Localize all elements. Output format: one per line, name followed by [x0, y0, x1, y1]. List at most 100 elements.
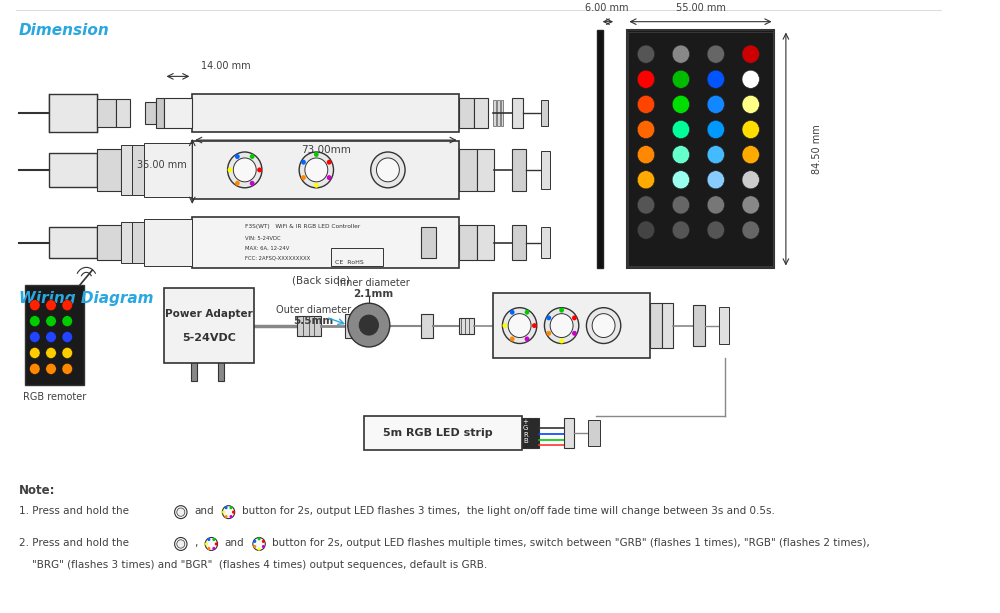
Circle shape — [46, 300, 56, 311]
Text: Wiring Diagram: Wiring Diagram — [19, 291, 153, 306]
Bar — [80, 99, 85, 127]
Circle shape — [225, 515, 228, 518]
Circle shape — [253, 545, 256, 548]
Circle shape — [62, 348, 72, 359]
Circle shape — [707, 146, 724, 164]
Bar — [522, 417, 539, 449]
Text: 5.5mm: 5.5mm — [293, 316, 334, 326]
Bar — [49, 153, 97, 187]
Bar — [474, 98, 488, 128]
Circle shape — [592, 314, 615, 338]
Circle shape — [672, 96, 690, 113]
Circle shape — [30, 348, 40, 359]
Circle shape — [371, 152, 405, 188]
Text: 6.00 mm: 6.00 mm — [585, 2, 628, 13]
Bar — [345, 314, 353, 338]
Bar — [25, 285, 84, 385]
Text: G: G — [523, 425, 528, 431]
Circle shape — [559, 338, 564, 343]
Circle shape — [177, 508, 185, 516]
Bar — [145, 102, 156, 124]
Bar — [49, 99, 55, 127]
Text: Note:: Note: — [19, 484, 55, 497]
Circle shape — [742, 96, 759, 113]
Circle shape — [742, 146, 759, 164]
Circle shape — [299, 152, 334, 188]
Circle shape — [742, 221, 759, 239]
Text: 14.00 mm: 14.00 mm — [201, 61, 250, 72]
Circle shape — [672, 171, 690, 189]
Circle shape — [62, 332, 72, 343]
Circle shape — [205, 538, 218, 550]
Circle shape — [546, 316, 551, 321]
Circle shape — [742, 171, 759, 189]
Circle shape — [262, 545, 265, 548]
Bar — [597, 29, 603, 268]
Circle shape — [637, 45, 655, 63]
Circle shape — [637, 171, 655, 189]
Text: FCC: 2AFSQ-XXXXXXXXX: FCC: 2AFSQ-XXXXXXXXX — [245, 256, 310, 261]
Circle shape — [546, 331, 551, 336]
Text: B: B — [523, 438, 528, 444]
Circle shape — [258, 537, 261, 541]
Text: and: and — [225, 538, 244, 548]
Circle shape — [559, 308, 564, 313]
Bar — [64, 99, 70, 127]
Circle shape — [229, 515, 233, 518]
Circle shape — [250, 181, 255, 186]
Circle shape — [637, 196, 655, 214]
Bar — [512, 98, 523, 128]
Bar — [191, 361, 197, 381]
Circle shape — [253, 540, 256, 543]
Bar — [297, 316, 321, 335]
Text: RGB remoter: RGB remoter — [23, 392, 86, 402]
Bar — [192, 216, 459, 268]
Circle shape — [742, 70, 759, 88]
Bar — [662, 303, 673, 348]
Text: (Back side): (Back side) — [292, 275, 350, 285]
Circle shape — [327, 175, 332, 180]
Circle shape — [232, 511, 235, 514]
Circle shape — [30, 300, 40, 311]
Text: F3S(WT)   WiFi & IR RGB LED Controller: F3S(WT) WiFi & IR RGB LED Controller — [245, 224, 360, 229]
Circle shape — [510, 310, 515, 314]
Bar — [497, 101, 500, 126]
Circle shape — [359, 315, 378, 335]
Circle shape — [258, 547, 261, 550]
Circle shape — [637, 96, 655, 113]
Bar — [364, 416, 522, 451]
Circle shape — [637, 146, 655, 164]
Circle shape — [327, 160, 332, 165]
Text: 2. Press and hold the: 2. Press and hold the — [19, 538, 129, 548]
Bar — [144, 143, 192, 197]
Bar — [459, 149, 477, 191]
Circle shape — [262, 540, 265, 543]
Circle shape — [215, 543, 218, 546]
Circle shape — [672, 45, 690, 63]
Text: Outer diameter: Outer diameter — [276, 305, 351, 315]
Text: button for 2s, output LED flashes multiple times, switch between "GRB" (flashes : button for 2s, output LED flashes multip… — [272, 538, 870, 548]
Bar — [477, 224, 494, 261]
Circle shape — [46, 348, 56, 359]
Bar — [541, 227, 550, 259]
Circle shape — [46, 364, 56, 375]
Circle shape — [637, 221, 655, 239]
Circle shape — [532, 323, 537, 328]
Bar — [493, 101, 496, 126]
Bar — [121, 145, 132, 195]
Text: 84.50 mm: 84.50 mm — [812, 124, 822, 174]
Circle shape — [228, 167, 232, 172]
Circle shape — [672, 70, 690, 88]
Bar — [421, 314, 433, 338]
Circle shape — [229, 506, 233, 509]
Text: ,: , — [194, 538, 198, 548]
Bar — [156, 98, 164, 128]
Text: VIN: 5-24VDC: VIN: 5-24VDC — [245, 236, 280, 241]
Circle shape — [30, 332, 40, 343]
Bar — [72, 99, 78, 127]
Circle shape — [62, 300, 72, 311]
Text: and: and — [194, 506, 214, 516]
Circle shape — [175, 538, 187, 550]
Circle shape — [62, 364, 72, 375]
Circle shape — [207, 538, 210, 541]
